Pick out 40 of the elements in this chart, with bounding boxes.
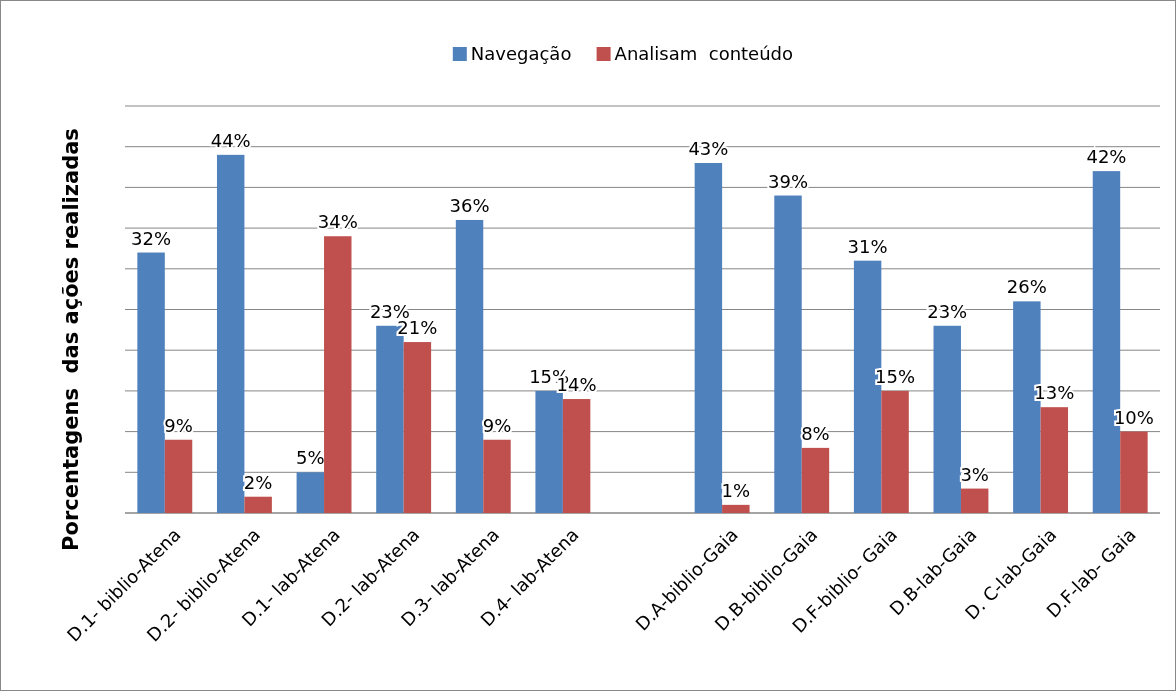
legend-label: Navegação [470, 43, 572, 65]
data-label: 23% [927, 300, 968, 322]
data-label: 9% [482, 414, 512, 436]
data-label: 43% [688, 137, 729, 159]
bar [244, 496, 272, 513]
data-label: 44% [210, 129, 251, 151]
data-label: 2% [243, 471, 273, 493]
legend-label: Analisam conteúdo [614, 43, 794, 65]
data-label: 32% [131, 227, 172, 249]
bar [960, 488, 989, 513]
data-label: 9% [164, 414, 193, 436]
bar [1120, 431, 1148, 513]
bar [881, 390, 909, 513]
data-label: 3% [960, 463, 989, 485]
data-label: 26% [1006, 276, 1047, 298]
data-label: 5% [296, 447, 325, 469]
data-label: 8% [801, 422, 830, 444]
bar [164, 439, 193, 513]
bar [483, 439, 511, 513]
bar [535, 390, 563, 513]
data-label: 1% [721, 479, 751, 501]
bar [933, 325, 961, 513]
bar [1040, 407, 1069, 513]
bar [403, 342, 432, 513]
bar [694, 162, 723, 513]
bar [801, 447, 830, 513]
data-label: 31% [847, 235, 888, 257]
data-label: 36% [449, 194, 490, 216]
bar [137, 252, 165, 513]
bar [296, 472, 325, 513]
bar [722, 504, 750, 513]
data-label: 34% [317, 211, 358, 233]
data-label: 39% [768, 170, 809, 192]
bar [774, 195, 802, 513]
data-label: 42% [1086, 146, 1127, 168]
bar [216, 154, 245, 513]
bar [455, 219, 484, 513]
y-axis-title: Porcentagens das ações realizadas [59, 128, 83, 551]
bar [324, 236, 352, 513]
bar [562, 399, 591, 513]
